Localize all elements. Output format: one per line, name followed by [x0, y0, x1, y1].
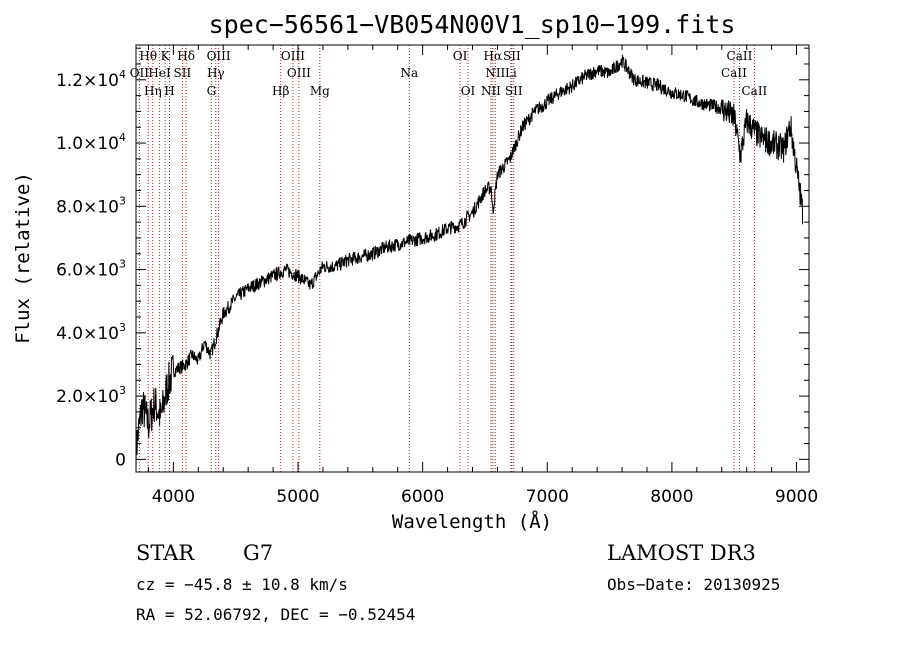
x-tick-label: 9000 [775, 487, 818, 507]
spectral-line-label: Hγ [207, 66, 225, 80]
x-tick-label: 4000 [152, 487, 195, 507]
x-tick-label: 6000 [401, 487, 444, 507]
spectral-line-label: Hα [484, 49, 503, 63]
spectral-line-label: CaII [727, 49, 753, 63]
spectral-line-label: Na [400, 66, 418, 80]
spectral-line-label: Hδ [177, 49, 195, 63]
spectral-line-label: Li [505, 66, 517, 80]
spectral-line-label: HeI [148, 66, 171, 80]
spectral-line-label: K [161, 49, 171, 63]
y-tick-label: 0 [115, 450, 126, 470]
spectral-line-label: CaII [721, 66, 747, 80]
subclass: G7 [243, 541, 273, 565]
spectral-line-label: Mg [310, 84, 330, 98]
obs-date: Obs−Date: 20130925 [607, 575, 780, 594]
spectral-line-label: NII [481, 84, 501, 98]
y-axis-label: Flux (relative) [12, 172, 34, 344]
chart-title: spec−56561−VB054N00V1_sp10−199.fits [209, 10, 736, 39]
x-tick-label: 5000 [276, 487, 319, 507]
spectral-line-label: H [164, 84, 174, 98]
spectral-line-label: SII [505, 84, 523, 98]
spectral-line-label: OI [461, 84, 476, 98]
spectral-line-label: CaII [741, 84, 767, 98]
y-tick-label: 1.0×104 [56, 131, 126, 154]
spectral-line-markers [138, 45, 755, 472]
spectral-line-label: Hβ [272, 84, 289, 98]
x-axis-ticks: 4000 5000 6000 7000 8000 9000 [147, 45, 818, 507]
spectral-line-label: Hθ [139, 49, 157, 63]
survey-name: LAMOST DR3 [607, 541, 756, 565]
object-class: STAR [136, 541, 195, 565]
y-axis-ticks: 0 2.0×103 4.0×103 6.0×103 8.0×103 1.0×104 1.2×… [56, 47, 809, 470]
spectral-line-label: OIII [287, 66, 311, 80]
spectral-line-label: Hη [144, 84, 162, 98]
spectral-line-label: OIII [281, 49, 305, 63]
spectral-line-label: OII [130, 66, 150, 80]
plot-frame [135, 44, 810, 473]
y-tick-label: 6.0×103 [56, 258, 126, 281]
y-tick-label: 1.2×104 [56, 68, 126, 91]
spectral-line-label: OIII [207, 49, 231, 63]
spectral-line-label: OI [453, 49, 468, 63]
coordinates: RA = 52.06792, DEC = −0.52454 [136, 605, 415, 624]
spectral-line-label: SII [503, 49, 521, 63]
spectral-line-label: SII [174, 66, 192, 80]
x-axis-label: Wavelength (Å) [392, 510, 552, 533]
spectral-line-label: NII [485, 66, 505, 80]
y-tick-label: 4.0×103 [56, 321, 126, 344]
y-tick-label: 2.0×103 [56, 384, 126, 407]
spectral-line-label: G [207, 84, 217, 98]
y-tick-label: 8.0×103 [56, 194, 126, 217]
spectrum-line [135, 54, 804, 471]
x-tick-label: 7000 [526, 487, 569, 507]
redshift-cz: cz = −45.8 ± 10.8 km/s [136, 575, 348, 594]
x-tick-label: 8000 [650, 487, 693, 507]
